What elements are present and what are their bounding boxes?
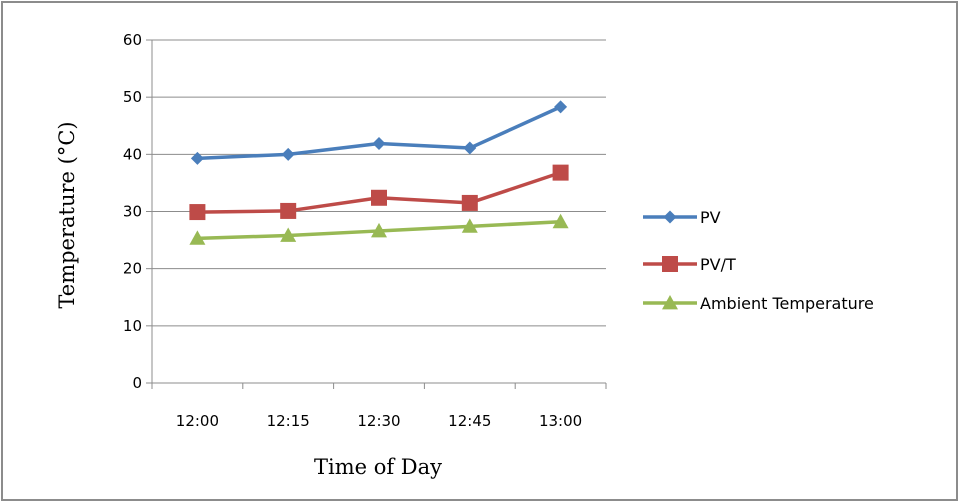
y-tick-label: 50 bbox=[123, 88, 142, 106]
y-tick-label: 20 bbox=[123, 260, 142, 278]
legend-label: PV bbox=[700, 208, 721, 227]
y-tick-label: 30 bbox=[123, 203, 142, 221]
data-point bbox=[189, 204, 206, 221]
data-point bbox=[552, 164, 569, 181]
series-2 bbox=[189, 213, 569, 245]
legend-entry: Ambient Temperature bbox=[643, 294, 874, 313]
data-point bbox=[371, 222, 387, 238]
data-point bbox=[280, 227, 297, 242]
x-tick-label: 12:30 bbox=[357, 412, 400, 430]
x-tick-labels: 12:00 12:15 12:30 12:45 13:00 bbox=[176, 412, 582, 430]
data-point bbox=[281, 147, 295, 161]
x-tick-label: 12:45 bbox=[448, 412, 491, 430]
data-point bbox=[463, 141, 477, 155]
legend-marker bbox=[663, 210, 677, 224]
legend-label: Ambient Temperature bbox=[700, 294, 874, 313]
gridlines bbox=[152, 39, 606, 327]
axes bbox=[146, 39, 607, 389]
x-tick-label: 13:00 bbox=[539, 412, 582, 430]
y-axis-title: Temperature (°C) bbox=[55, 121, 79, 308]
legend: PV PV/T Ambient Temperature bbox=[643, 208, 874, 313]
data-point bbox=[552, 213, 569, 229]
series-1 bbox=[189, 164, 569, 221]
legend-marker bbox=[662, 295, 678, 310]
x-tick-label: 12:15 bbox=[267, 412, 310, 430]
data-point bbox=[280, 202, 297, 219]
series-0 bbox=[190, 100, 568, 165]
y-tick-label: 0 bbox=[132, 374, 142, 392]
x-axis-title: Time of Day bbox=[314, 455, 442, 479]
y-tick-label: 40 bbox=[123, 145, 142, 163]
legend-entry: PV bbox=[643, 208, 721, 227]
data-point bbox=[461, 218, 478, 233]
data-point bbox=[461, 194, 478, 211]
legend-marker bbox=[662, 256, 678, 272]
series-layer bbox=[189, 100, 569, 245]
data-point bbox=[190, 151, 204, 165]
data-point bbox=[554, 100, 568, 114]
data-point bbox=[371, 189, 387, 206]
legend-label: PV/T bbox=[700, 255, 736, 274]
data-point bbox=[372, 136, 386, 150]
data-point bbox=[189, 230, 206, 245]
y-tick-label: 10 bbox=[123, 317, 142, 335]
y-tick-label: 60 bbox=[123, 31, 142, 49]
legend-entry: PV/T bbox=[643, 255, 736, 274]
y-tick-labels: 0 10 20 30 40 50 60 bbox=[123, 31, 142, 392]
series-line bbox=[197, 105, 562, 161]
x-tick-label: 12:00 bbox=[176, 412, 219, 430]
